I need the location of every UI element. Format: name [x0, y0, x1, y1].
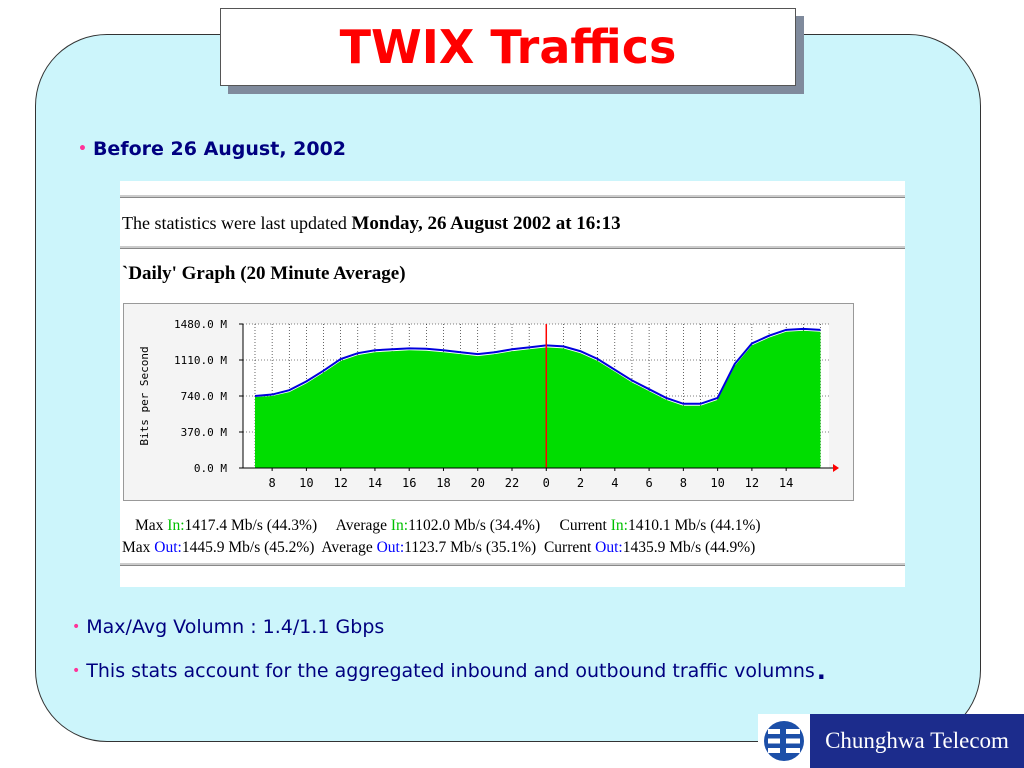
y-tick-label: 1480.0 M: [174, 318, 227, 331]
x-tick-label: 0: [543, 476, 550, 490]
y-tick-label: 1110.0 M: [174, 354, 227, 367]
chart-axes: 0.0 M 370.0 M 740.0 M 1110.0 M 1480.0 M 8 10 12…: [174, 318, 839, 490]
x-tick-label: 8: [680, 476, 687, 490]
current-label: Current: [543, 539, 596, 556]
title-box: TWIX Traffics: [220, 8, 796, 86]
bullet-max-avg: • Max/Avg Volumn : 1.4/1.1 Gbps: [72, 616, 384, 638]
divider: [120, 195, 905, 198]
x-tick-label: 12: [333, 476, 347, 490]
update-line: The statistics were last updated Monday,…: [122, 213, 621, 235]
x-tick-label: 10: [299, 476, 313, 490]
series-in-area: [254, 330, 821, 468]
avg-label: Average: [321, 539, 377, 556]
max-in-value: 1417.4 Mb/s (44.3%): [184, 517, 318, 534]
traffic-chart: 0.0 M 370.0 M 740.0 M 1110.0 M 1480.0 M 8 10 12…: [138, 318, 839, 490]
divider: [120, 563, 905, 566]
bullet-text: This stats account for the aggregated in…: [86, 660, 815, 682]
x-tick-label: 20: [471, 476, 485, 490]
out-label: Out:: [154, 539, 182, 556]
bullet-text: Max/Avg Volumn : 1.4/1.1 Gbps: [86, 616, 385, 638]
bullet-dot-icon: •: [78, 141, 87, 157]
x-tick-label: 14: [368, 476, 382, 490]
x-tick-label: 22: [505, 476, 519, 490]
slide-title: TWIX Traffics: [339, 20, 677, 74]
bullet-period: .: [816, 657, 826, 685]
series-out-line: [254, 327, 821, 405]
out-label: Out:: [376, 539, 405, 556]
x-tick-label: 10: [710, 476, 724, 490]
x-tick-label: 16: [402, 476, 416, 490]
graph-title: `Daily' Graph (20 Minute Average): [122, 263, 406, 284]
x-tick-label: 4: [611, 476, 618, 490]
y-tick-label: 740.0 M: [181, 390, 228, 403]
max-out-value: 1445.9 Mb/s (45.2%): [181, 539, 315, 556]
divider: [120, 246, 905, 249]
bullet-dot-icon: •: [72, 663, 81, 679]
current-label: Current: [559, 517, 611, 534]
bullet-dot-icon: •: [72, 619, 81, 635]
x-tick-label: 2: [577, 476, 584, 490]
bullet-before-date: • Before 26 August, 2002: [78, 138, 346, 160]
avg-out-value: 1123.7 Mb/s (35.1%): [404, 539, 537, 556]
avg-label: Average: [335, 517, 391, 534]
company-name: Chunghwa Telecom: [810, 714, 1024, 768]
current-in-value: 1410.1 Mb/s (44.1%): [627, 517, 761, 534]
avg-in-value: 1102.0 Mb/s (34.4%): [408, 517, 541, 534]
company-logo: Chunghwa Telecom: [758, 714, 1024, 768]
max-label: Max: [122, 539, 155, 556]
y-tick-label: 370.0 M: [181, 426, 228, 439]
out-label: Out:: [595, 539, 623, 556]
stats-out-row: Max Out:1445.9 Mb/s (45.2%) Average Out:…: [122, 539, 755, 557]
mrtg-screenshot: The statistics were last updated Monday,…: [120, 181, 905, 587]
x-tick-label: 6: [645, 476, 652, 490]
x-tick-label: 12: [745, 476, 759, 490]
y-tick-label: 0.0 M: [194, 462, 227, 475]
bullet-text: Before 26 August, 2002: [92, 138, 347, 160]
x-tick-label: 14: [779, 476, 793, 490]
x-tick-label: 18: [436, 476, 450, 490]
current-out-value: 1435.9 Mb/s (44.9%): [622, 539, 756, 556]
max-label: Max: [135, 517, 168, 534]
graph-frame: 0.0 M 370.0 M 740.0 M 1110.0 M 1480.0 M 8 10 12…: [123, 303, 854, 501]
stats-in-row: Max In:1417.4 Mb/s (44.3%) Average In:11…: [135, 517, 761, 535]
in-label: In:: [167, 517, 185, 534]
bullet-aggregate-note: • This stats account for the aggregated …: [72, 657, 826, 685]
update-prefix: The statistics were last updated: [122, 213, 352, 233]
in-label: In:: [390, 517, 409, 534]
y-axis-label: Bits per Second: [138, 346, 151, 445]
chunghwa-logo-icon: [758, 714, 810, 768]
x-tick-label: 8: [269, 476, 276, 490]
update-time: Monday, 26 August 2002 at 16:13: [351, 213, 621, 234]
x-axis-arrow-icon: [833, 464, 839, 472]
in-label: In:: [610, 517, 628, 534]
